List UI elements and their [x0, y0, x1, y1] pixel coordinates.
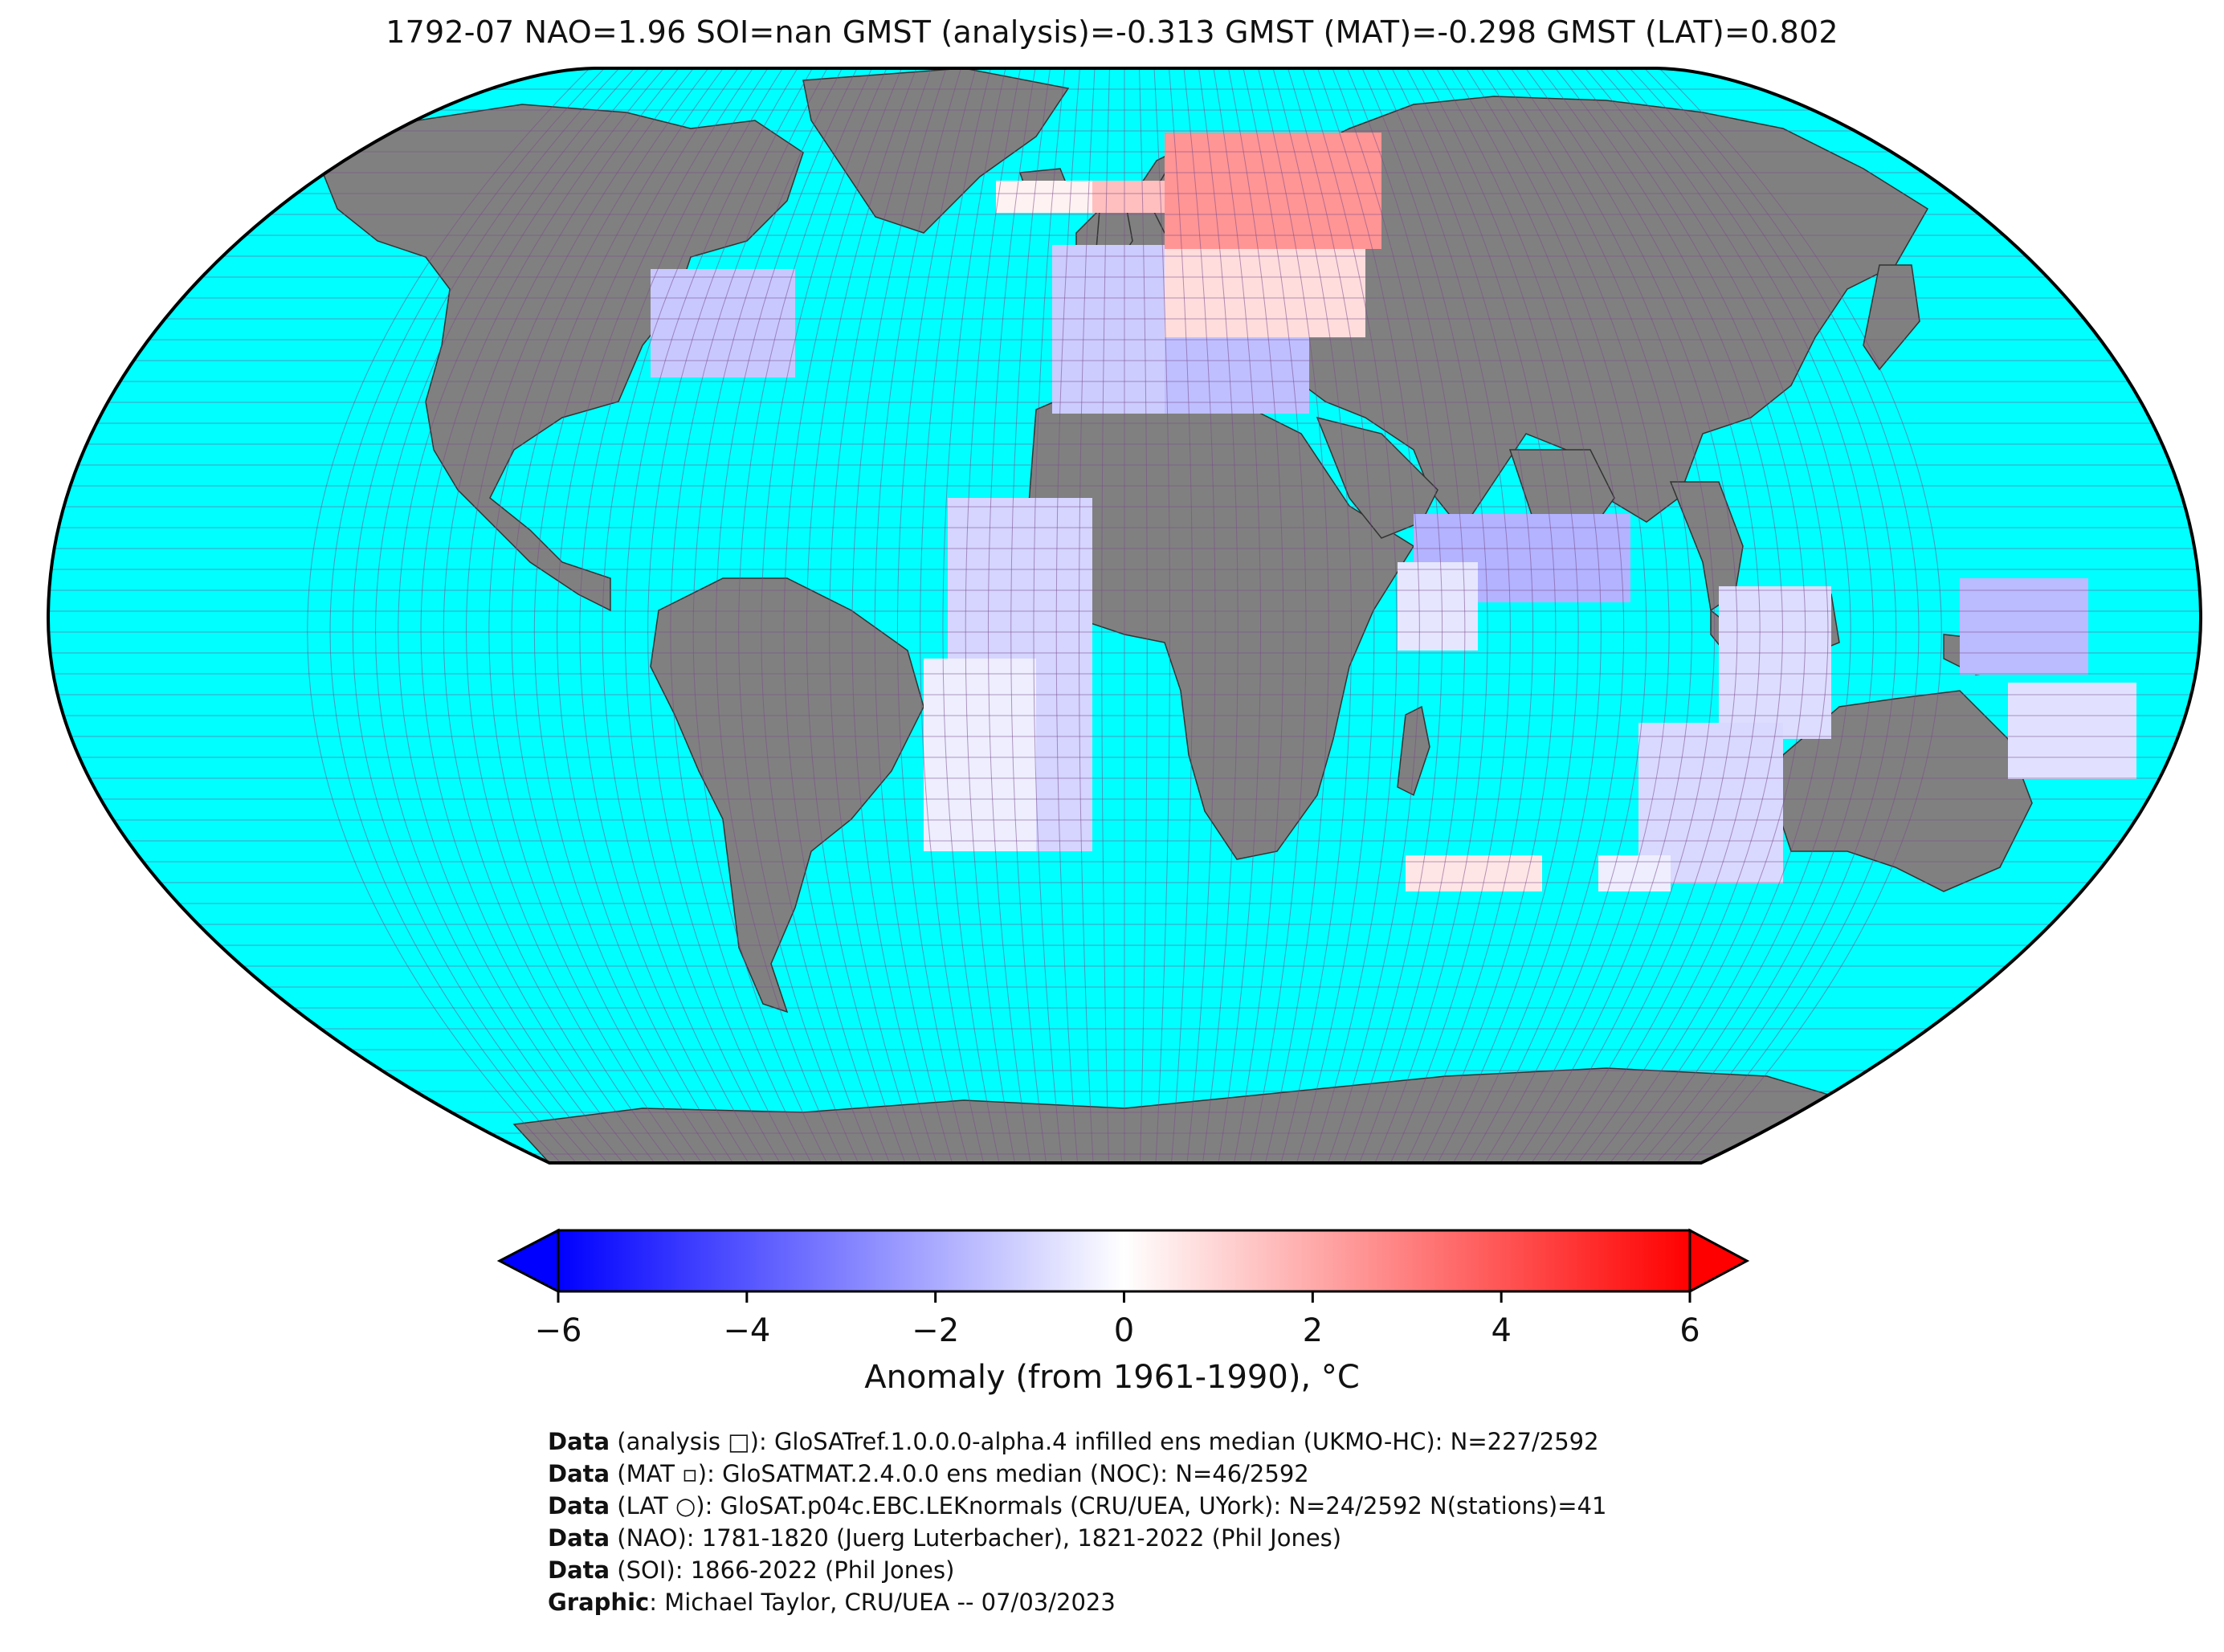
anomaly-cell	[2008, 683, 2136, 779]
anomaly-cell	[1165, 249, 1365, 337]
credit-line: Data (NAO): 1781-1820 (Juerg Luterbacher…	[548, 1524, 1342, 1552]
colorbar-tick-label: −6	[535, 1312, 582, 1349]
colorbar-tick-label: −2	[912, 1312, 959, 1349]
colorbar-gradient	[557, 1229, 1691, 1293]
map-title: 1792-07 NAO=1.96 SOI=nan GMST (analysis)…	[386, 14, 1838, 50]
credit-line: Graphic: Michael Taylor, CRU/UEA -- 07/0…	[548, 1589, 1116, 1616]
colorbar-tick-label: −4	[723, 1312, 770, 1349]
anomaly-cell	[996, 181, 1092, 213]
colorbar: −6 −4 −2 0 2 4 6	[496, 1228, 1750, 1349]
credit-line: Data (MAT ▫): GloSATMAT.2.4.0.0 ens medi…	[548, 1460, 1309, 1487]
colorbar-tick-label: 2	[1303, 1312, 1323, 1349]
credit-line: Data (analysis □): GloSATref.1.0.0.0-alp…	[548, 1428, 1599, 1455]
colorbar-over-arrow	[1688, 1228, 1750, 1294]
credits-block: Data (analysis □): GloSATref.1.0.0.0-alp…	[548, 1426, 1606, 1618]
south-america	[650, 577, 924, 1014]
credit-line: Data (LAT ○): GloSAT.p04c.EBC.LEKnormals…	[548, 1492, 1607, 1519]
anomaly-cell	[924, 659, 1036, 851]
anomaly-cell	[1092, 181, 1165, 213]
colorbar-tick-label: 0	[1114, 1312, 1134, 1349]
colorbar-label: Anomaly (from 1961-1990), °C	[864, 1359, 1360, 1396]
anomaly-cell	[1960, 578, 2088, 675]
anomaly-cell	[1719, 586, 1831, 739]
colorbar-under-arrow	[496, 1228, 560, 1294]
colorbar-tick-label: 6	[1679, 1312, 1700, 1349]
colorbar-tick-label: 4	[1491, 1312, 1511, 1349]
japan	[1863, 264, 1920, 371]
world-map	[47, 67, 2202, 1165]
madagascar	[1397, 705, 1430, 797]
credit-line: Data (SOI): 1866-2022 (Phil Jones)	[548, 1556, 955, 1584]
anomaly-cell	[651, 269, 795, 377]
anomaly-cells	[651, 133, 2136, 891]
